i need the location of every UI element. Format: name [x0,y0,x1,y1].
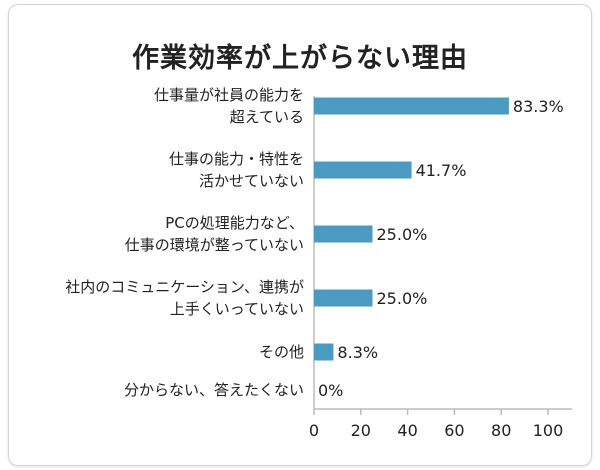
value-label-4: 8.3% [337,343,378,362]
category-label-1-1: 活かせていない [199,172,304,190]
category-label-2-0: PCの処理能力など、 [165,214,304,232]
bar-2 [314,225,373,243]
category-label-0-1: 超えている [230,108,304,126]
value-label-1: 41.7% [416,161,467,180]
category-label-2-1: 仕事の環境が整っていない [125,236,304,254]
value-label-5: 0% [318,381,343,400]
category-label-0-0: 仕事量が社員の能力を [154,86,304,104]
category-label-3-1: 上手くいっていない [170,300,304,318]
category-label-5-0: 分からない、答えたくない [124,381,304,399]
chart-title: 作業効率が上がらない理由 [132,43,468,74]
x-tick-label-40: 40 [397,421,417,440]
value-label-0: 83.3% [513,97,564,116]
value-label-3: 25.0% [377,289,428,308]
bar-3 [314,289,373,307]
value-label-2: 25.0% [377,225,428,244]
category-label-4-0: その他 [259,343,304,361]
x-tick-label-80: 80 [491,421,511,440]
category-label-3-0: 社内のコミュニケーション、連携が [65,278,304,296]
x-tick-label-100: 100 [533,421,564,440]
bar-0 [314,97,509,115]
x-tick-label-20: 20 [351,421,371,440]
x-tick-label-0: 0 [309,421,319,440]
bar-4 [314,343,334,361]
chart-card [8,4,592,466]
bar-1 [314,161,412,179]
category-label-1-0: 仕事の能力・特性を [169,150,304,168]
x-tick-label-60: 60 [444,421,464,440]
